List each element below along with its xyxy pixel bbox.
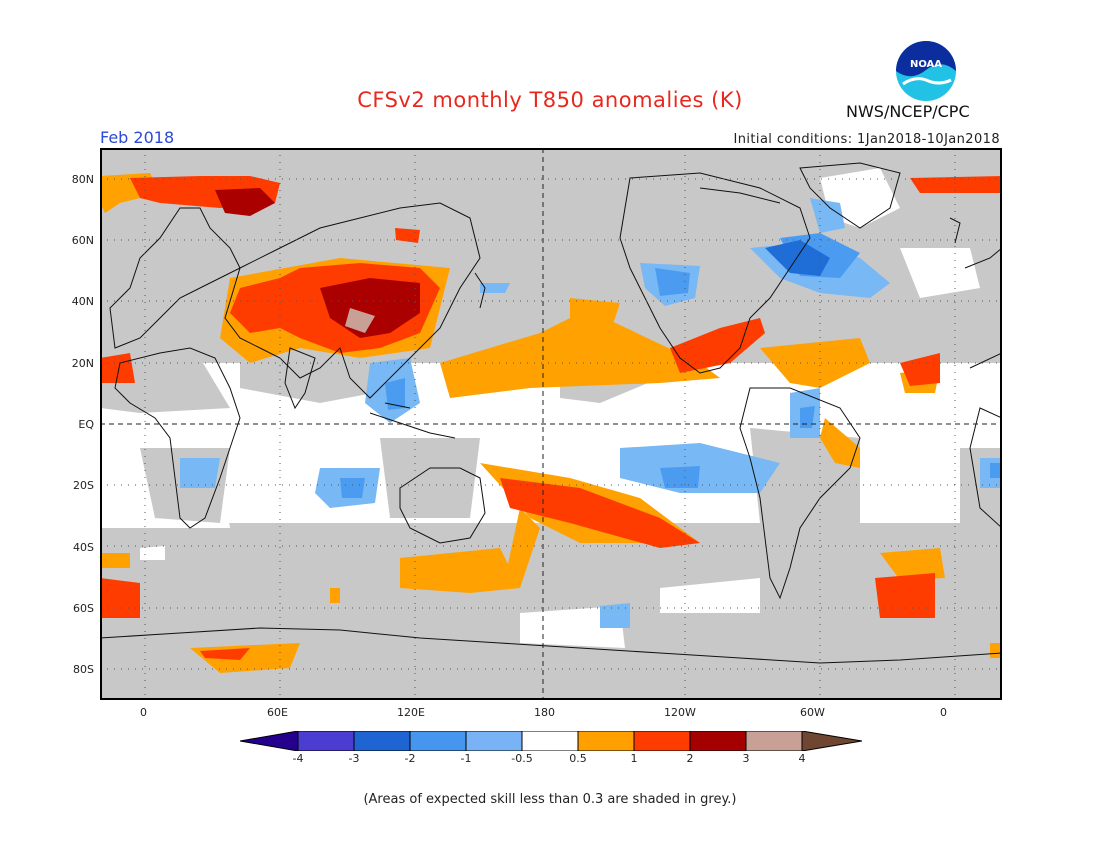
agency-label: NWS/NCEP/CPC — [846, 102, 970, 121]
colorbar-segment — [745, 731, 803, 751]
x-tick-0: 0 — [140, 706, 147, 719]
y-tick-20n: 20N — [71, 357, 94, 370]
initial-conditions: Initial conditions: 1Jan2018-10Jan2018 — [733, 132, 1000, 147]
colorbar-segment — [633, 731, 691, 751]
colorbar-segment — [353, 731, 411, 751]
colorbar-segment — [297, 731, 355, 751]
colorbar-label: -4 — [292, 752, 304, 765]
colorbar-label: -1 — [460, 752, 472, 765]
svg-text:NOAA: NOAA — [910, 59, 942, 70]
noaa-logo-icon: NOAA — [896, 41, 956, 101]
graticule — [100, 148, 1002, 700]
chart-title: CFSv2 monthly T850 anomalies (K) — [357, 88, 743, 112]
colorbar-label: 1 — [630, 752, 638, 765]
y-tick-60s: 60S — [73, 602, 94, 615]
y-tick-40s: 40S — [73, 541, 94, 554]
y-tick-20s: 20S — [73, 479, 94, 492]
anomaly-map — [100, 148, 1002, 700]
x-tick-0-east: 0 — [940, 706, 947, 719]
colorbar-segment — [577, 731, 635, 751]
skill-footnote: (Areas of expected skill less than 0.3 a… — [363, 792, 737, 807]
colorbar-arrow-low — [240, 731, 299, 751]
y-tick-eq: EQ — [78, 418, 94, 431]
warm-anomaly-3-to-4 — [345, 308, 375, 333]
colorbar — [240, 731, 862, 751]
y-tick-80n: 80N — [71, 173, 94, 186]
colorbar-label: -2 — [404, 752, 416, 765]
x-tick-60e: 60E — [267, 706, 288, 719]
y-tick-40n: 40N — [71, 295, 94, 308]
cold-anomaly-2-to-3 — [765, 240, 830, 276]
x-tick-120e: 120E — [397, 706, 425, 719]
colorbar-label: -0.5 — [511, 752, 533, 765]
colorbar-label: 0.5 — [569, 752, 587, 765]
colorbar-segment — [689, 731, 747, 751]
colorbar-segment — [465, 731, 523, 751]
x-tick-60w: 60W — [800, 706, 825, 719]
colorbar-label: 2 — [686, 752, 694, 765]
colorbar-label: -3 — [348, 752, 360, 765]
coastlines — [100, 162, 1002, 664]
colorbar-segment — [521, 731, 579, 751]
y-tick-60n: 60N — [71, 234, 94, 247]
warm-anomaly-2-to-3 — [215, 188, 420, 338]
x-tick-180: 180 — [534, 706, 555, 719]
colorbar-label: 3 — [742, 752, 750, 765]
y-tick-80s: 80S — [73, 663, 94, 676]
colorbar-label: 4 — [798, 752, 806, 765]
valid-month: Feb 2018 — [100, 128, 175, 147]
x-tick-120w: 120W — [664, 706, 696, 719]
colorbar-arrow-high — [801, 731, 862, 751]
colorbar-segment — [409, 731, 467, 751]
